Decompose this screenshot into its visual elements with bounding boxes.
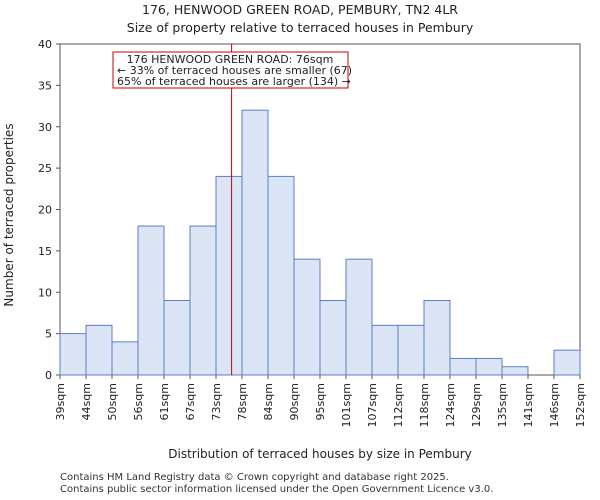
annotation-line-3: 65% of terraced houses are larger (134) …: [117, 75, 351, 88]
bar-124sqm: [449, 357, 477, 376]
y-tick-label: 10: [38, 286, 52, 299]
bar-61sqm: [163, 300, 191, 376]
x-tick-label: 67sqm: [184, 383, 197, 420]
x-tick-label: 95sqm: [314, 383, 327, 420]
y-tick-label: 35: [38, 79, 52, 92]
x-tick-label: 50sqm: [106, 383, 119, 420]
x-tick-label: 101sqm: [340, 383, 353, 427]
x-tick-label: 146sqm: [548, 383, 561, 427]
x-tick-label: 124sqm: [444, 383, 457, 427]
bar-107sqm: [371, 324, 399, 376]
bar-95sqm: [319, 300, 347, 376]
x-tick-label: 73sqm: [210, 383, 223, 420]
bar-146sqm: [553, 349, 581, 376]
bar-67sqm: [189, 225, 217, 376]
bar-73sqm: [215, 175, 243, 376]
footer-line-1: Contains HM Land Registry data © Crown c…: [60, 472, 449, 483]
y-tick-label: 15: [38, 245, 52, 258]
chart-subtitle: Size of property relative to terraced ho…: [126, 20, 474, 35]
x-tick-label: 129sqm: [470, 383, 483, 427]
x-tick-label: 44sqm: [80, 383, 93, 420]
axes-group: 0 5 10 15 20 25 30 35 40 39sqm 44sqm 50sqm 56sqm 61sq…: [38, 38, 587, 427]
x-tick-label: 135sqm: [496, 383, 509, 427]
bar-39sqm: [59, 333, 87, 376]
bar-78sqm: [241, 109, 269, 376]
bar-56sqm: [137, 225, 165, 376]
x-tick-label: 61sqm: [158, 383, 171, 420]
annotation-line-1: 176 HENWOOD GREEN ROAD: 76sqm: [127, 53, 334, 66]
footer-line-2: Contains public sector information licen…: [60, 484, 494, 495]
chart-title: 176, HENWOOD GREEN ROAD, PEMBURY, TN2 4L…: [142, 2, 458, 17]
y-tick-label: 5: [45, 328, 52, 341]
bar-50sqm: [111, 341, 139, 376]
x-tick-label: 118sqm: [418, 383, 431, 427]
x-tick-label: 84sqm: [262, 383, 275, 420]
x-tick-label: 56sqm: [132, 383, 145, 420]
x-tick-label: 152sqm: [574, 383, 587, 427]
y-tick-label: 40: [38, 38, 52, 51]
bar-101sqm: [345, 258, 373, 376]
x-tick-label: 107sqm: [366, 383, 379, 427]
bar-129sqm: [475, 357, 503, 376]
x-tick-label: 112sqm: [392, 383, 405, 427]
x-tick-label: 39sqm: [54, 383, 67, 420]
y-axis-label: Number of terraced properties: [2, 123, 16, 306]
bars-group: [59, 109, 581, 376]
y-tick-label: 30: [38, 121, 52, 134]
y-tick-label: 0: [45, 369, 52, 382]
x-tick-label: 141sqm: [522, 383, 535, 427]
x-axis-label: Distribution of terraced houses by size …: [168, 447, 471, 461]
bar-118sqm: [423, 300, 451, 376]
x-tick-label: 90sqm: [288, 383, 301, 420]
y-tick-label: 20: [38, 204, 52, 217]
bar-90sqm: [293, 258, 321, 376]
annotation-line-2: ← 33% of terraced houses are smaller (67…: [117, 64, 352, 77]
bar-44sqm: [85, 324, 113, 376]
bar-112sqm: [397, 324, 425, 376]
bar-135sqm: [501, 366, 529, 376]
x-tick-label: 78sqm: [236, 383, 249, 420]
bar-84sqm: [267, 175, 295, 376]
y-tick-label: 25: [38, 162, 52, 175]
annotation-box: 176 HENWOOD GREEN ROAD: 76sqm ← 33% of t…: [112, 51, 352, 89]
